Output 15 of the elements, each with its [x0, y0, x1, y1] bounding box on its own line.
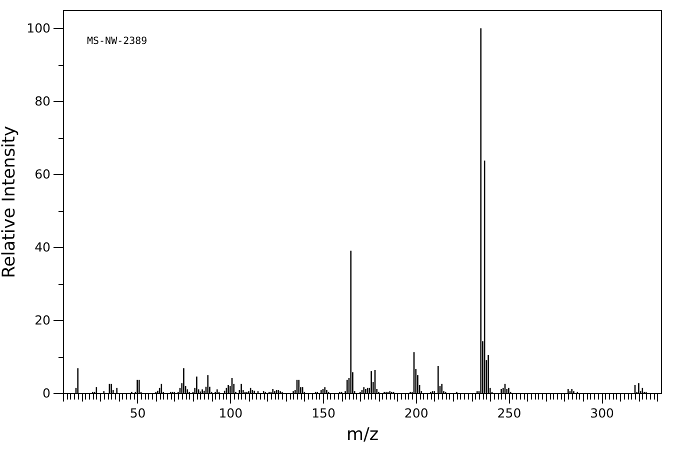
x-tick-label: 100: [218, 406, 243, 420]
x-tick-label: 150: [312, 406, 336, 420]
y-axis-title: Relative Intensity: [0, 126, 20, 278]
y-tick-label: 0: [42, 386, 51, 400]
x-tick-label: 200: [404, 406, 428, 420]
y-tick-label: 20: [34, 312, 51, 328]
y-tick-label: 40: [34, 240, 51, 255]
x-tick-label: 50: [130, 406, 146, 420]
y-tick-label: 100: [26, 20, 51, 36]
y-tick-label: 60: [34, 166, 51, 182]
y-tick-label: 80: [34, 94, 51, 109]
x-tick-label: 300: [590, 406, 614, 420]
x-axis-title: m/z: [346, 425, 379, 445]
annotation: MS-NW-2389: [87, 36, 148, 47]
x-tick-label: 250: [497, 406, 522, 420]
